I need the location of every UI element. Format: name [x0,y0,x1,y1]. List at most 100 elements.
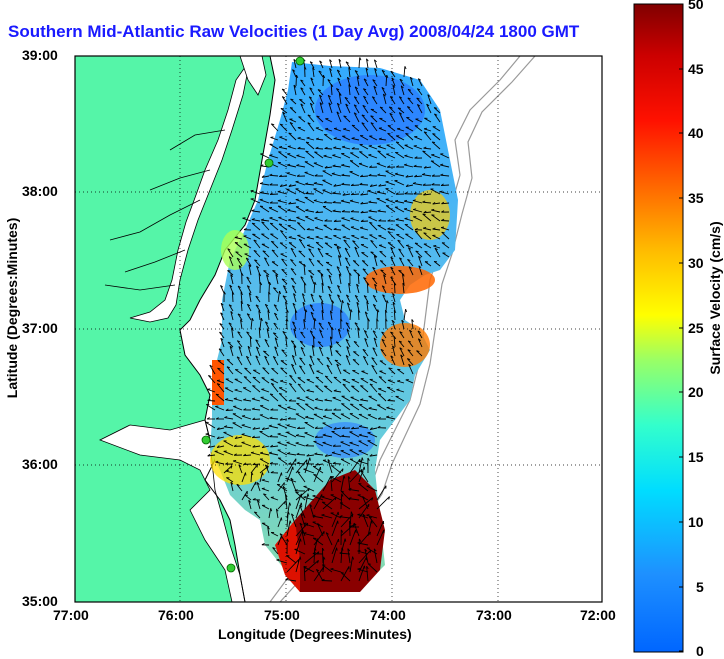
velocity-arrow [343,128,351,132]
velocity-arrowhead [333,146,337,149]
velocity-arrow [368,395,378,402]
velocity-arrow [285,477,297,483]
velocity-arrow [260,183,270,186]
velocity-arrow [241,442,252,447]
velocity-arrowhead [328,274,332,278]
velocity-arrow [250,464,258,474]
velocity-arrow [270,193,279,195]
velocity-arrow [386,153,396,159]
velocity-arrow [223,465,233,474]
velocity-arrow [246,356,252,366]
velocity-arrowhead [220,302,224,306]
velocity-arrow [368,516,378,528]
velocity-arrow [396,389,405,393]
velocity-arrowhead [418,338,421,341]
velocity-arrow [333,147,342,150]
velocity-arrowhead [282,111,286,115]
velocity-arrow [251,210,261,213]
velocity-arrow [270,123,279,132]
velocity-arrowhead [324,408,328,411]
colorbar [633,3,684,653]
velocity-arrowhead [353,112,357,115]
velocity-arrowhead [269,461,273,465]
velocity-arrow [376,163,387,168]
velocity-arrow [417,104,423,114]
velocity-arrow [223,431,234,438]
velocity-arrowhead [279,417,283,421]
velocity-arrow [269,154,279,159]
velocity-arrow [286,520,291,537]
velocity-arrow [264,304,270,312]
velocity-arrow [353,104,360,114]
velocity-arrowhead [377,417,381,420]
velocity-arrow [379,118,387,123]
velocity-arrowhead [298,116,302,118]
velocity-arrowhead [309,363,313,367]
velocity-arrow [363,78,369,87]
velocity-arrow [356,302,360,312]
velocity-arrowhead [216,445,220,448]
velocity-arrow [356,283,360,294]
velocity-arrowhead [325,532,329,535]
velocity-arrow [260,452,270,456]
velocity-arrow [242,387,252,393]
velocity-arrowhead [332,191,336,194]
velocity-arrowhead [404,154,408,157]
velocity-arrowhead [399,96,403,99]
velocity-arrowhead [296,164,300,166]
velocity-arrowhead [306,141,310,144]
velocity-arrowhead [288,184,292,187]
velocity-arrowhead [243,408,247,411]
velocity-arrow [305,209,315,213]
velocity-arrow [269,417,279,420]
velocity-arrowhead [317,260,321,262]
velocity-arrow [366,58,369,69]
velocity-arrow [313,474,324,483]
velocity-arrowhead [441,226,445,229]
velocity-arrowhead [367,282,370,286]
velocity-arrowhead [344,96,348,100]
velocity-arrowhead [277,199,282,202]
velocity-arrow [249,336,252,348]
velocity-arrowhead [219,331,223,334]
velocity-arrow [364,338,369,348]
velocity-arrow [241,424,252,429]
velocity-arrow [324,236,333,240]
velocity-arrowhead [410,76,413,80]
velocity-arrow [308,96,315,105]
velocity-arrowhead [225,398,229,401]
velocity-arrowhead [314,174,318,177]
velocity-arrow [331,511,339,528]
velocity-arrowhead [243,453,247,457]
velocity-arrowhead [348,67,351,71]
velocity-arrow [352,240,360,249]
velocity-arrow [285,578,297,582]
velocity-arrow [259,205,270,213]
velocity-arrow [321,514,333,519]
velocity-arrowhead [252,376,256,379]
velocity-arrow [413,145,423,150]
velocity-arrow [337,285,342,294]
velocity-arrow [321,548,324,564]
velocity-arrowhead [243,462,247,465]
velocity-arrowhead [357,273,361,277]
bay-tributary [104,129,226,291]
velocity-arrow [244,494,252,501]
velocity-arrowhead [337,285,341,288]
velocity-arrow [325,128,333,132]
velocity-arrow [318,322,324,330]
velocity-arrowhead [351,147,355,150]
velocity-arrow [331,547,338,564]
velocity-arrowhead [303,532,307,534]
velocity-arrow [261,219,270,222]
velocity-arrowhead [363,466,366,470]
velocity-arrowhead [290,477,294,481]
velocity-arrow [403,309,407,321]
velocity-arrow [327,286,333,294]
velocity-arrow [315,236,324,240]
velocity-arrow [331,452,342,456]
velocity-arrowhead [293,293,296,296]
velocity-arrowhead [262,250,266,253]
velocity-arrow [329,345,333,357]
velocity-arrow [321,580,333,582]
